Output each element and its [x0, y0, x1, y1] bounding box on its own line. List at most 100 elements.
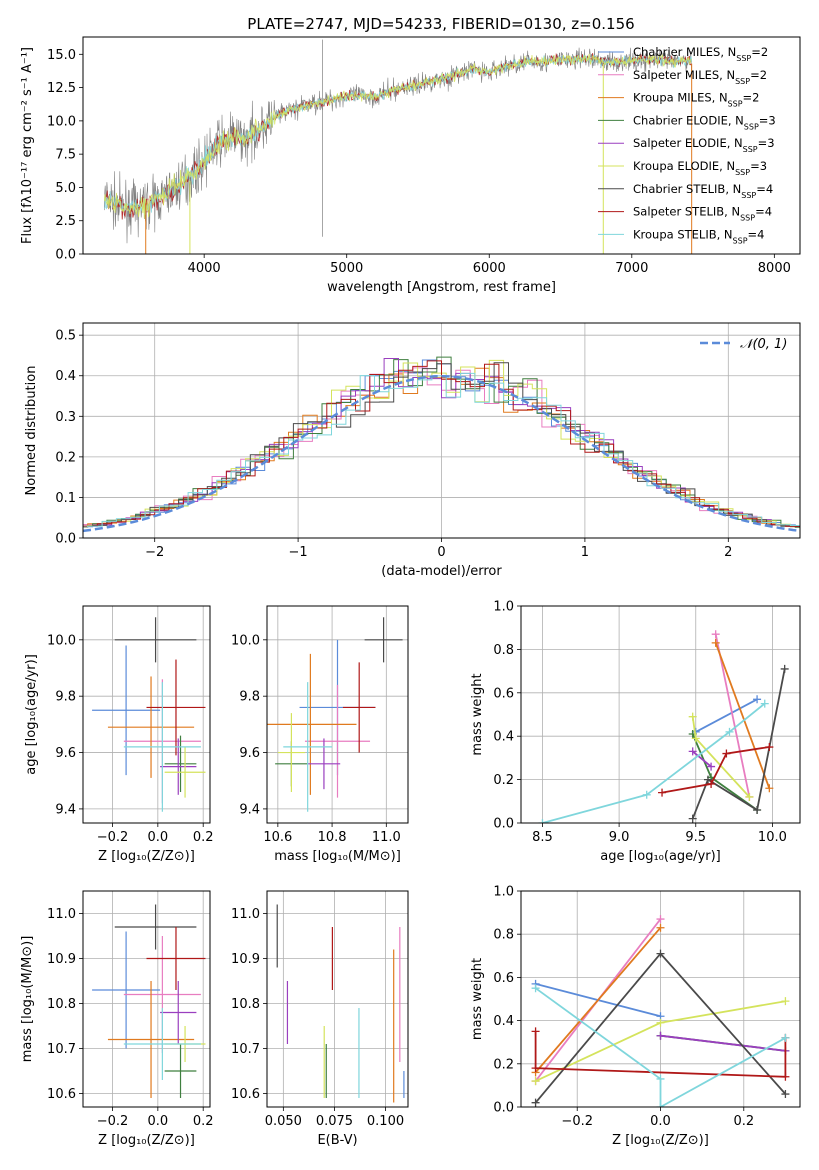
weight-line-salpeter_elodie — [692, 750, 712, 768]
age_vs_mass-panel: 10.6 10.8 11.0 9.4 9.6 9.8 10.0 mass [log₁₀(M/M… — [231, 605, 409, 864]
x-tick-label: 0.2 — [733, 1114, 754, 1129]
weight-marker-salpeter_elodie — [688, 747, 697, 756]
weight-marker-kroupa_stelib — [781, 1033, 790, 1042]
y-tick-label: 10.0 — [47, 633, 76, 648]
weight-marker-kroupa_elodie — [688, 712, 697, 721]
axes-frame — [82, 322, 801, 539]
y-tick-label: 10.0 — [47, 114, 76, 129]
y-tick-label: 12.5 — [47, 81, 76, 96]
x-tick-label: 0 — [437, 545, 445, 560]
normal-curve — [83, 374, 800, 533]
x-axis-label: Z [log₁₀(Z/Z⊙)] — [612, 1133, 709, 1148]
weight-line-salpeter_stelib — [534, 1031, 787, 1078]
legend-entry: Kroupa MILES, NSSP=2 — [633, 91, 759, 109]
weight_vs_age-series — [538, 630, 789, 823]
weight-marker-salpeter_miles — [656, 915, 665, 924]
y-tick-label: 10.6 — [47, 1087, 76, 1102]
weight-marker-salpeter_stelib — [765, 743, 774, 752]
mass_vs_Z-points — [92, 904, 206, 1098]
y-tick-label: 0.8 — [493, 643, 514, 658]
weight-marker-chabrier_stelib — [656, 949, 665, 958]
legend-entry: Salpeter STELIB, NSSP=4 — [633, 205, 772, 223]
axes-frame — [82, 605, 211, 824]
weight-line-kroupa_miles — [714, 642, 771, 789]
age_vs_mass-points — [267, 617, 403, 812]
weight-line-salpeter_elodie — [660, 1034, 786, 1052]
y-tick-label: 0.0 — [493, 817, 514, 832]
y-axis-label: Flux [fλ10⁻¹⁷ erg cm⁻² s⁻¹ A⁻¹] — [20, 47, 35, 244]
x-tick-label: 10.6 — [263, 830, 292, 845]
x-tick-label: 0.0 — [650, 1114, 671, 1129]
spectrum-legend: Chabrier MILES, NSSP=2 Salpeter MILES, NS… — [598, 45, 776, 245]
weight-line-chabrier_miles — [695, 698, 758, 733]
weight-marker-kroupa_stelib — [725, 727, 734, 736]
y-tick-label: 11.0 — [47, 907, 76, 922]
y-tick-label: 9.6 — [55, 746, 76, 761]
axes-frame — [82, 890, 211, 1108]
y-tick-label: 0.0 — [55, 532, 76, 547]
age_vs_Z-panel: −0.2 0.0 0.2 9.4 9.6 9.8 10.0 Z [log₁₀(Z/Z⊙)] ag… — [24, 605, 214, 864]
x-tick-label: 9.5 — [685, 830, 706, 845]
y-tick-label: 0.4 — [55, 369, 76, 384]
y-tick-label: 0.2 — [493, 1057, 514, 1072]
weight-marker-chabrier_stelib — [780, 664, 789, 673]
y-tick-label: 10.9 — [47, 952, 76, 967]
x-tick-label: 0.2 — [193, 830, 214, 845]
y-tick-label: 0.8 — [493, 928, 514, 943]
y-tick-label: 2.5 — [55, 214, 76, 229]
weight-marker-salpeter_stelib — [531, 1064, 540, 1073]
mass_vs_Z-panel: −0.2 0.0 0.2 10.6 10.7 10.8 10.9 11.0 Z [log₁₀(Z… — [20, 890, 214, 1148]
weight-marker-chabrier_stelib — [531, 1098, 540, 1107]
weight-line-kroupa_stelib — [535, 987, 786, 1107]
weight_vs_Z-panel: −0.2 0.0 0.2 0.0 0.2 0.4 0.6 0.8 1.0 Z [log₁₀(Z/Z… — [470, 885, 801, 1148]
age_vs_Z-points — [92, 617, 206, 812]
y-tick-label: 0.6 — [493, 971, 514, 986]
y-tick-label: 9.8 — [239, 690, 260, 705]
x-tick-label: 11.0 — [372, 830, 401, 845]
weight-marker-kroupa_stelib — [531, 984, 540, 993]
weight-marker-chabrier_stelib — [753, 805, 762, 814]
x-tick-label: −2 — [145, 545, 164, 560]
spectrum-lines — [104, 39, 693, 254]
weight_vs_Z-series — [531, 915, 790, 1107]
y-axis-label: mass weight — [470, 958, 485, 1040]
y-tick-label: 15.0 — [47, 48, 76, 63]
x-axis-label: mass [log₁₀(M/M⊙)] — [274, 849, 401, 864]
weight-marker-kroupa_stelib — [538, 819, 547, 823]
legend-entry: Chabrier ELODIE, NSSP=3 — [633, 113, 776, 130]
x-tick-label: 1 — [581, 545, 589, 560]
y-tick-label: 0.0 — [55, 248, 76, 263]
x-tick-label: 8000 — [758, 261, 791, 276]
model-spectrum-kroupa_elodie — [104, 53, 693, 219]
y-tick-label: 7.5 — [55, 148, 76, 163]
y-tick-label: 5.0 — [55, 181, 76, 196]
x-tick-label: 0.0 — [147, 1114, 168, 1129]
x-tick-label: 0.100 — [367, 1114, 404, 1129]
y-tick-label: 10.0 — [231, 633, 260, 648]
y-tick-label: 10.7 — [231, 1042, 260, 1057]
weight-marker-chabrier_stelib — [704, 775, 713, 784]
y-tick-label: 10.7 — [47, 1042, 76, 1057]
histogram-salpeter_stelib — [83, 360, 800, 529]
y-tick-label: 1.0 — [493, 600, 514, 615]
weight-marker-salpeter_stelib — [531, 1027, 540, 1036]
weight-marker-salpeter_stelib — [781, 1072, 790, 1081]
x-tick-label: 10.0 — [758, 830, 787, 845]
y-tick-label: 0.3 — [55, 410, 76, 425]
axes-frame — [520, 890, 801, 1108]
weight-line-kroupa_stelib — [542, 702, 766, 823]
axes-frame — [266, 605, 409, 824]
x-tick-label: 0.0 — [147, 830, 168, 845]
x-tick-label: −0.2 — [97, 830, 129, 845]
weight-line-salpeter_stelib — [661, 746, 770, 794]
weight-marker-salpeter_stelib — [722, 749, 731, 758]
x-tick-label: 7000 — [615, 261, 648, 276]
weight-marker-kroupa_stelib — [656, 1103, 665, 1107]
weight-marker-chabrier_stelib — [688, 814, 697, 823]
x-axis-label: Z [log₁₀(Z/Z⊙)] — [98, 1133, 195, 1148]
x-axis-label: (data-model)/error — [381, 564, 502, 579]
x-tick-label: −1 — [289, 545, 308, 560]
weight-marker-salpeter_stelib — [658, 788, 667, 797]
weight-marker-salpeter_elodie — [656, 1031, 665, 1040]
legend-entry: Kroupa STELIB, NSSP=4 — [633, 227, 764, 245]
